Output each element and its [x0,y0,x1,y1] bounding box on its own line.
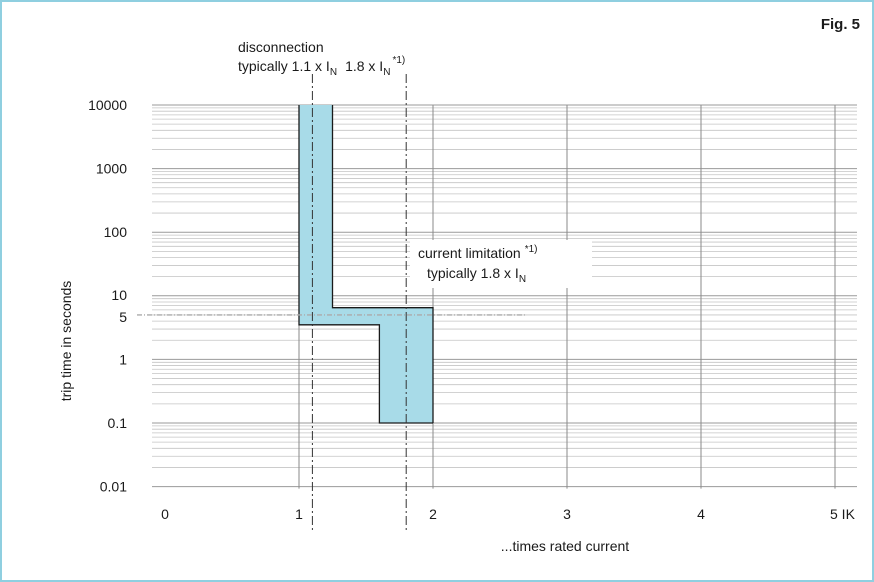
y-tick-label: 10 [111,287,127,303]
disconnection-note: *1) [392,55,405,66]
x-tick-label: 2 [429,506,437,522]
limitation-heading: current limitation *1) [418,244,538,261]
y-tick-label: 1 [119,351,127,367]
limitation-line2: typically 1.8 x I [427,265,519,281]
limitation-title: current limitation [418,245,521,261]
x-tick-label: 1 [295,506,303,522]
y-tick-label: 100 [104,224,128,240]
disconnection-mid: 1.8 x I [345,58,383,74]
band-layer [298,105,434,424]
y-tick-label: 5 [119,309,127,325]
trip-band-lower-boundary [298,105,433,424]
limitation-sub: N [519,274,526,285]
figure-label: Fig. 5 [821,16,860,33]
disconnection-sub1: N [330,67,337,78]
y-tick-label: 10000 [88,97,127,113]
x-tick-label: 0 [161,506,169,522]
x-tick-label: 3 [563,506,571,522]
disconnection-line2: typically 1.1 x I [238,58,330,74]
y-tick-label: 0.1 [108,415,128,431]
disconnection-sub2: N [383,67,390,78]
x-tick-label: 5 IK [830,506,856,522]
limitation-note: *1) [525,244,538,255]
trip-band-upper-boundary [331,105,434,423]
tick-labels: 0.01 0.1 1 5 10 100 1000 10000 0 1 2 3 4 5 IK [88,97,856,522]
disconnection-title: disconnection [238,39,324,55]
disconnection-formula: typically 1.1 x IN 1.8 x IN*1) [238,55,405,78]
y-tick-label: 1000 [96,161,127,177]
x-tick-label: 4 [697,506,705,522]
y-tick-label: 0.01 [100,479,127,495]
x-axis-label: ...times rated current [501,538,629,554]
y-axis-label: trip time in seconds [58,281,74,402]
limitation-formula: typically 1.8 x IN [427,265,526,285]
grid-layer [152,104,857,489]
limitation-label-background [410,240,592,288]
reference-lines [137,74,527,530]
